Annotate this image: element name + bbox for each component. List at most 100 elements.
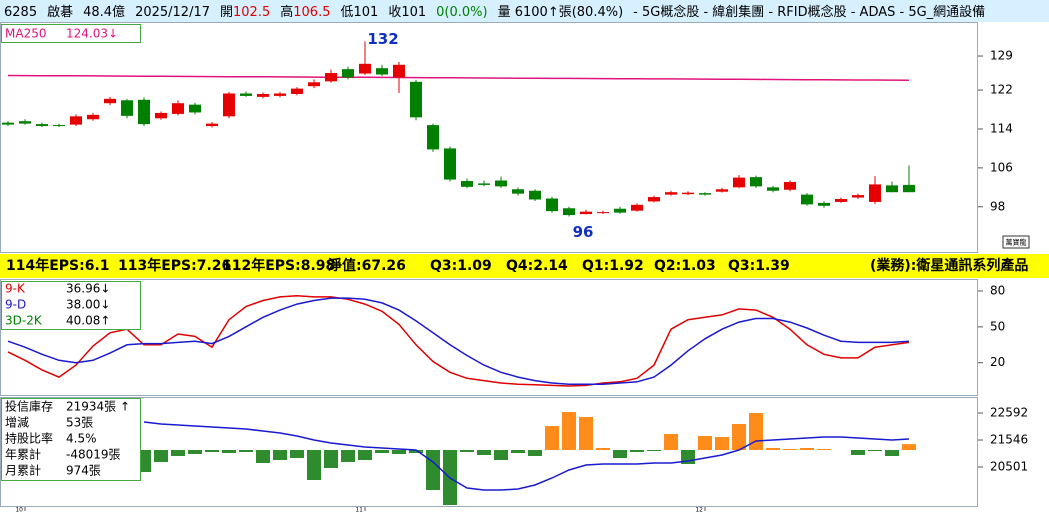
- change-bar: [460, 450, 474, 452]
- y-tick-label: 22592: [990, 405, 1028, 419]
- y-tick-label: 80: [990, 283, 1005, 297]
- candle-body: [53, 125, 65, 127]
- y-tick-label: 122: [990, 83, 1013, 97]
- candle-body: [325, 73, 337, 82]
- change-bar: [766, 448, 780, 450]
- candle-body: [172, 103, 184, 114]
- candle-body: [461, 181, 473, 187]
- candle-body: [155, 112, 167, 119]
- eps-item: Q3:1.09: [430, 258, 492, 274]
- change-bar: [477, 450, 491, 455]
- candle-body: [444, 148, 456, 180]
- legend-value: 124.03↓: [66, 27, 118, 41]
- legend-box: [1, 398, 141, 481]
- candle-body: [886, 185, 898, 193]
- header-label: 開: [220, 5, 233, 20]
- legend-name: 3D-2K: [5, 314, 43, 328]
- header-bg: [0, 0, 1049, 22]
- inventory-line: [143, 421, 910, 491]
- eps-item: (業務):衛星通訊系列產品: [870, 257, 1028, 274]
- legend-box: [1, 281, 141, 330]
- candle-body: [512, 189, 524, 194]
- candle-body: [750, 177, 762, 187]
- change-bar: [715, 437, 729, 450]
- candle-body: [631, 204, 643, 211]
- header-item: 量 6100↑張(80.4%): [498, 5, 624, 20]
- candle-body: [410, 81, 422, 118]
- change-bar: [375, 450, 389, 453]
- candle-body: [801, 194, 813, 205]
- candle-body: [359, 63, 371, 74]
- candle-body: [206, 123, 218, 127]
- legend-name: 年累計: [5, 447, 41, 462]
- candle-body: [818, 202, 830, 206]
- change-bar: [528, 450, 542, 456]
- header: 6285 啟碁 48.4億 2025/12/17 開102.5 高106.5 低101 收10…: [4, 4, 985, 20]
- header-label: 低: [340, 5, 353, 20]
- header-value: 101: [353, 5, 378, 20]
- change-bar: [885, 450, 899, 456]
- eps-item: Q2:1.03: [654, 258, 716, 274]
- eps-item: Q4:2.14: [506, 258, 568, 274]
- change-bar: [562, 412, 576, 450]
- candle-body: [478, 183, 490, 185]
- header-item: 啟碁: [47, 5, 73, 20]
- header-item: 48.4億: [83, 4, 125, 20]
- price-panel: [0, 22, 978, 253]
- candle-body: [699, 193, 711, 195]
- change-bar: [630, 450, 644, 452]
- change-bar: [511, 450, 525, 453]
- header-item: 0(0.0%): [436, 5, 487, 20]
- change-bar: [749, 413, 763, 450]
- change-bar: [851, 450, 865, 455]
- candle-body: [393, 64, 405, 78]
- legend-value: 21934張 ↑: [66, 400, 130, 414]
- legend-value: 40.08↑: [66, 314, 110, 328]
- y-tick-label: 129: [990, 49, 1013, 63]
- ma-line: [7, 74, 910, 81]
- candle-body: [19, 121, 31, 124]
- header-item: 2025/12/17: [135, 5, 210, 20]
- candle-body: [308, 82, 320, 87]
- eps-item: 112年EPS:8.98: [222, 257, 335, 274]
- change-bar: [868, 450, 882, 451]
- change-bar: [494, 450, 508, 460]
- change-bar: [188, 450, 202, 454]
- logo-box: [1002, 235, 1030, 249]
- y-tick-label: 106: [990, 160, 1013, 174]
- candle-body: [257, 93, 269, 97]
- candle-body: [70, 116, 82, 125]
- max-label: 132: [367, 30, 398, 48]
- change-bar: [579, 417, 593, 450]
- change-bar: [171, 450, 185, 456]
- change-bar: [902, 444, 916, 450]
- change-bar: [256, 450, 270, 463]
- candle-body: [852, 195, 864, 198]
- change-bar: [154, 450, 168, 462]
- eps-item: Q1:1.92: [582, 258, 644, 274]
- candle-body: [716, 189, 728, 192]
- y-tick-label: 20501: [990, 460, 1028, 474]
- candle-body: [495, 180, 507, 187]
- kd-panel: [0, 279, 978, 396]
- candle-body: [376, 68, 388, 75]
- candle-body: [104, 98, 116, 104]
- legend-name: 投信庫存: [5, 399, 53, 414]
- candle-body: [291, 88, 303, 94]
- header-item: 6285: [4, 5, 37, 20]
- candle-body: [563, 208, 575, 216]
- candle-body: [2, 122, 14, 125]
- candle-body: [240, 93, 252, 96]
- legend-box: [1, 24, 141, 43]
- candle-body: [784, 181, 796, 190]
- change-bar: [307, 450, 321, 480]
- change-bar: [273, 450, 287, 460]
- change-bar: [817, 449, 831, 450]
- eps-item: 淨值:67.26: [328, 257, 406, 274]
- change-bar: [698, 436, 712, 450]
- legend-name: 9-K: [5, 282, 26, 296]
- candle-body: [580, 211, 592, 215]
- legend-value: 36.96↓: [66, 282, 110, 296]
- y-tick-label: 21546: [990, 433, 1028, 447]
- header-value: 101: [401, 5, 426, 20]
